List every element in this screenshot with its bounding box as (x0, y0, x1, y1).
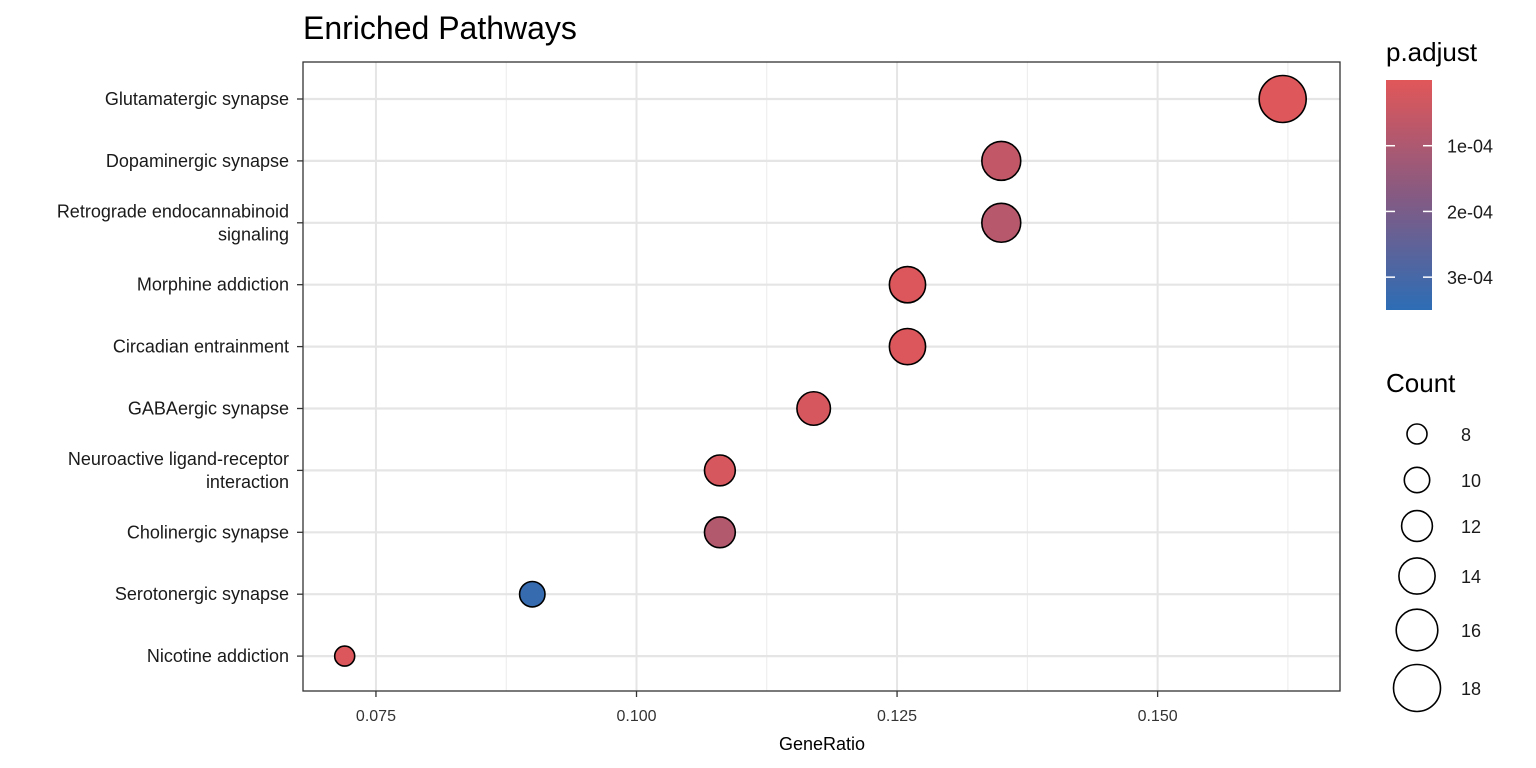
size-legend-label: 16 (1461, 621, 1481, 641)
data-point (703, 454, 737, 487)
y-tick-label-line: Glutamatergic synapse (105, 89, 289, 109)
size-legend-key (1398, 557, 1436, 595)
y-tick-label: Neuroactive ligand-receptor interaction (68, 449, 289, 492)
y-tick-label-line: Serotonergic synapse (115, 584, 289, 604)
data-point (518, 580, 546, 608)
color-legend-label: 3e-04 (1447, 268, 1493, 288)
x-tick-label: 0.100 (616, 708, 656, 725)
size-legend-key (1392, 663, 1442, 713)
color-legend-label: 2e-04 (1447, 202, 1493, 222)
y-axis: Glutamatergic synapse Dopaminergic synaps… (57, 89, 303, 666)
size-legend-label: 18 (1461, 679, 1481, 699)
plot-panel (302, 61, 1341, 692)
y-tick-label-line: Morphine addiction (137, 275, 289, 295)
size-legend: Count 8 10 12 14 16 18 (1386, 368, 1481, 713)
chart-title: Enriched Pathways (303, 10, 577, 46)
data-point (796, 390, 832, 427)
panel-background (303, 62, 1340, 691)
color-legend: p.adjust 1e-04 2e-04 3e-04 (1386, 37, 1493, 310)
data-point (981, 202, 1022, 244)
data-point (981, 140, 1022, 182)
data-point (703, 516, 737, 549)
y-tick-label: Glutamatergic synapse (105, 89, 289, 109)
y-tick-label-line: Cholinergic synapse (127, 522, 289, 542)
y-tick-label-line: Neuroactive ligand-receptor (68, 449, 289, 469)
color-legend-label: 1e-04 (1447, 137, 1493, 157)
y-tick-label: Dopaminergic synapse (106, 151, 289, 171)
y-tick-label-line: GABAergic synapse (128, 399, 289, 419)
y-tick-label: Circadian entrainment (113, 337, 289, 357)
y-tick-label: Serotonergic synapse (115, 584, 289, 604)
size-legend-key (1395, 608, 1439, 652)
y-tick-label-line: Nicotine addiction (147, 646, 289, 666)
data-point (333, 645, 356, 667)
y-tick-label-line: signaling (218, 224, 289, 244)
panel-border (302, 61, 1341, 692)
size-legend-title: Count (1386, 368, 1456, 398)
data-point (1258, 74, 1307, 124)
size-legend-label: 10 (1461, 471, 1481, 491)
size-legend-label: 14 (1461, 567, 1481, 587)
x-tick-label: 0.150 (1138, 708, 1178, 725)
y-tick-label-line: Circadian entrainment (113, 337, 289, 357)
color-legend-bar (1386, 80, 1432, 310)
y-tick-label: Nicotine addiction (147, 646, 289, 666)
size-legend-key (1403, 466, 1431, 494)
y-tick-label-line: Dopaminergic synapse (106, 151, 289, 171)
size-legend-key (1400, 509, 1434, 543)
size-legend-label: 8 (1461, 425, 1471, 445)
data-point (888, 265, 927, 304)
color-legend-title: p.adjust (1386, 37, 1478, 67)
x-tick-label: 0.125 (877, 708, 917, 725)
y-tick-label: Morphine addiction (137, 275, 289, 295)
y-tick-label: GABAergic synapse (128, 399, 289, 419)
y-tick-label-line: Retrograde endocannabinoid (57, 201, 289, 221)
x-axis-title: GeneRatio (779, 734, 865, 754)
x-axis: 0.075 0.100 0.125 0.150 (356, 691, 1178, 725)
size-legend-label: 12 (1461, 517, 1481, 537)
x-tick-label: 0.075 (356, 708, 396, 725)
y-tick-label: Cholinergic synapse (127, 522, 289, 542)
size-legend-key (1406, 423, 1428, 445)
y-tick-label: Retrograde endocannabinoid signaling (57, 201, 289, 244)
y-tick-label-line: interaction (206, 472, 289, 492)
data-point (888, 327, 927, 366)
